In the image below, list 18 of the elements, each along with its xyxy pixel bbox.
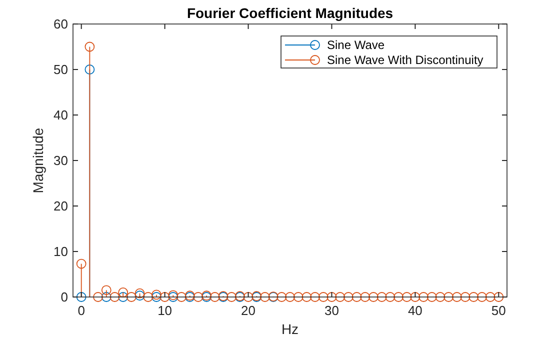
chart-title: Fourier Coefficient Magnitudes bbox=[186, 5, 394, 21]
x-tick-label: 20 bbox=[241, 303, 256, 318]
y-tick-label: 50 bbox=[54, 62, 68, 77]
y-axis-title: Magnitude bbox=[30, 128, 46, 194]
x-tick-label: 40 bbox=[408, 303, 422, 318]
x-tick-label: 0 bbox=[78, 303, 85, 318]
y-tick-label: 0 bbox=[60, 290, 68, 304]
y-tick-label: 60 bbox=[54, 16, 68, 32]
y-tick-label: 40 bbox=[54, 108, 68, 122]
x-axis-title: Hz bbox=[281, 321, 299, 337]
legend-label: Sine Wave bbox=[327, 38, 385, 52]
y-tick-label: 20 bbox=[54, 198, 68, 214]
x-tick-label: 30 bbox=[324, 303, 339, 318]
legend-label: Sine Wave With Discontinuity bbox=[327, 53, 484, 67]
y-tick-label: 30 bbox=[54, 153, 68, 168]
x-tick-label: 10 bbox=[158, 303, 172, 318]
y-tick-label: 10 bbox=[54, 244, 68, 259]
x-tick-label: 50 bbox=[491, 303, 506, 318]
